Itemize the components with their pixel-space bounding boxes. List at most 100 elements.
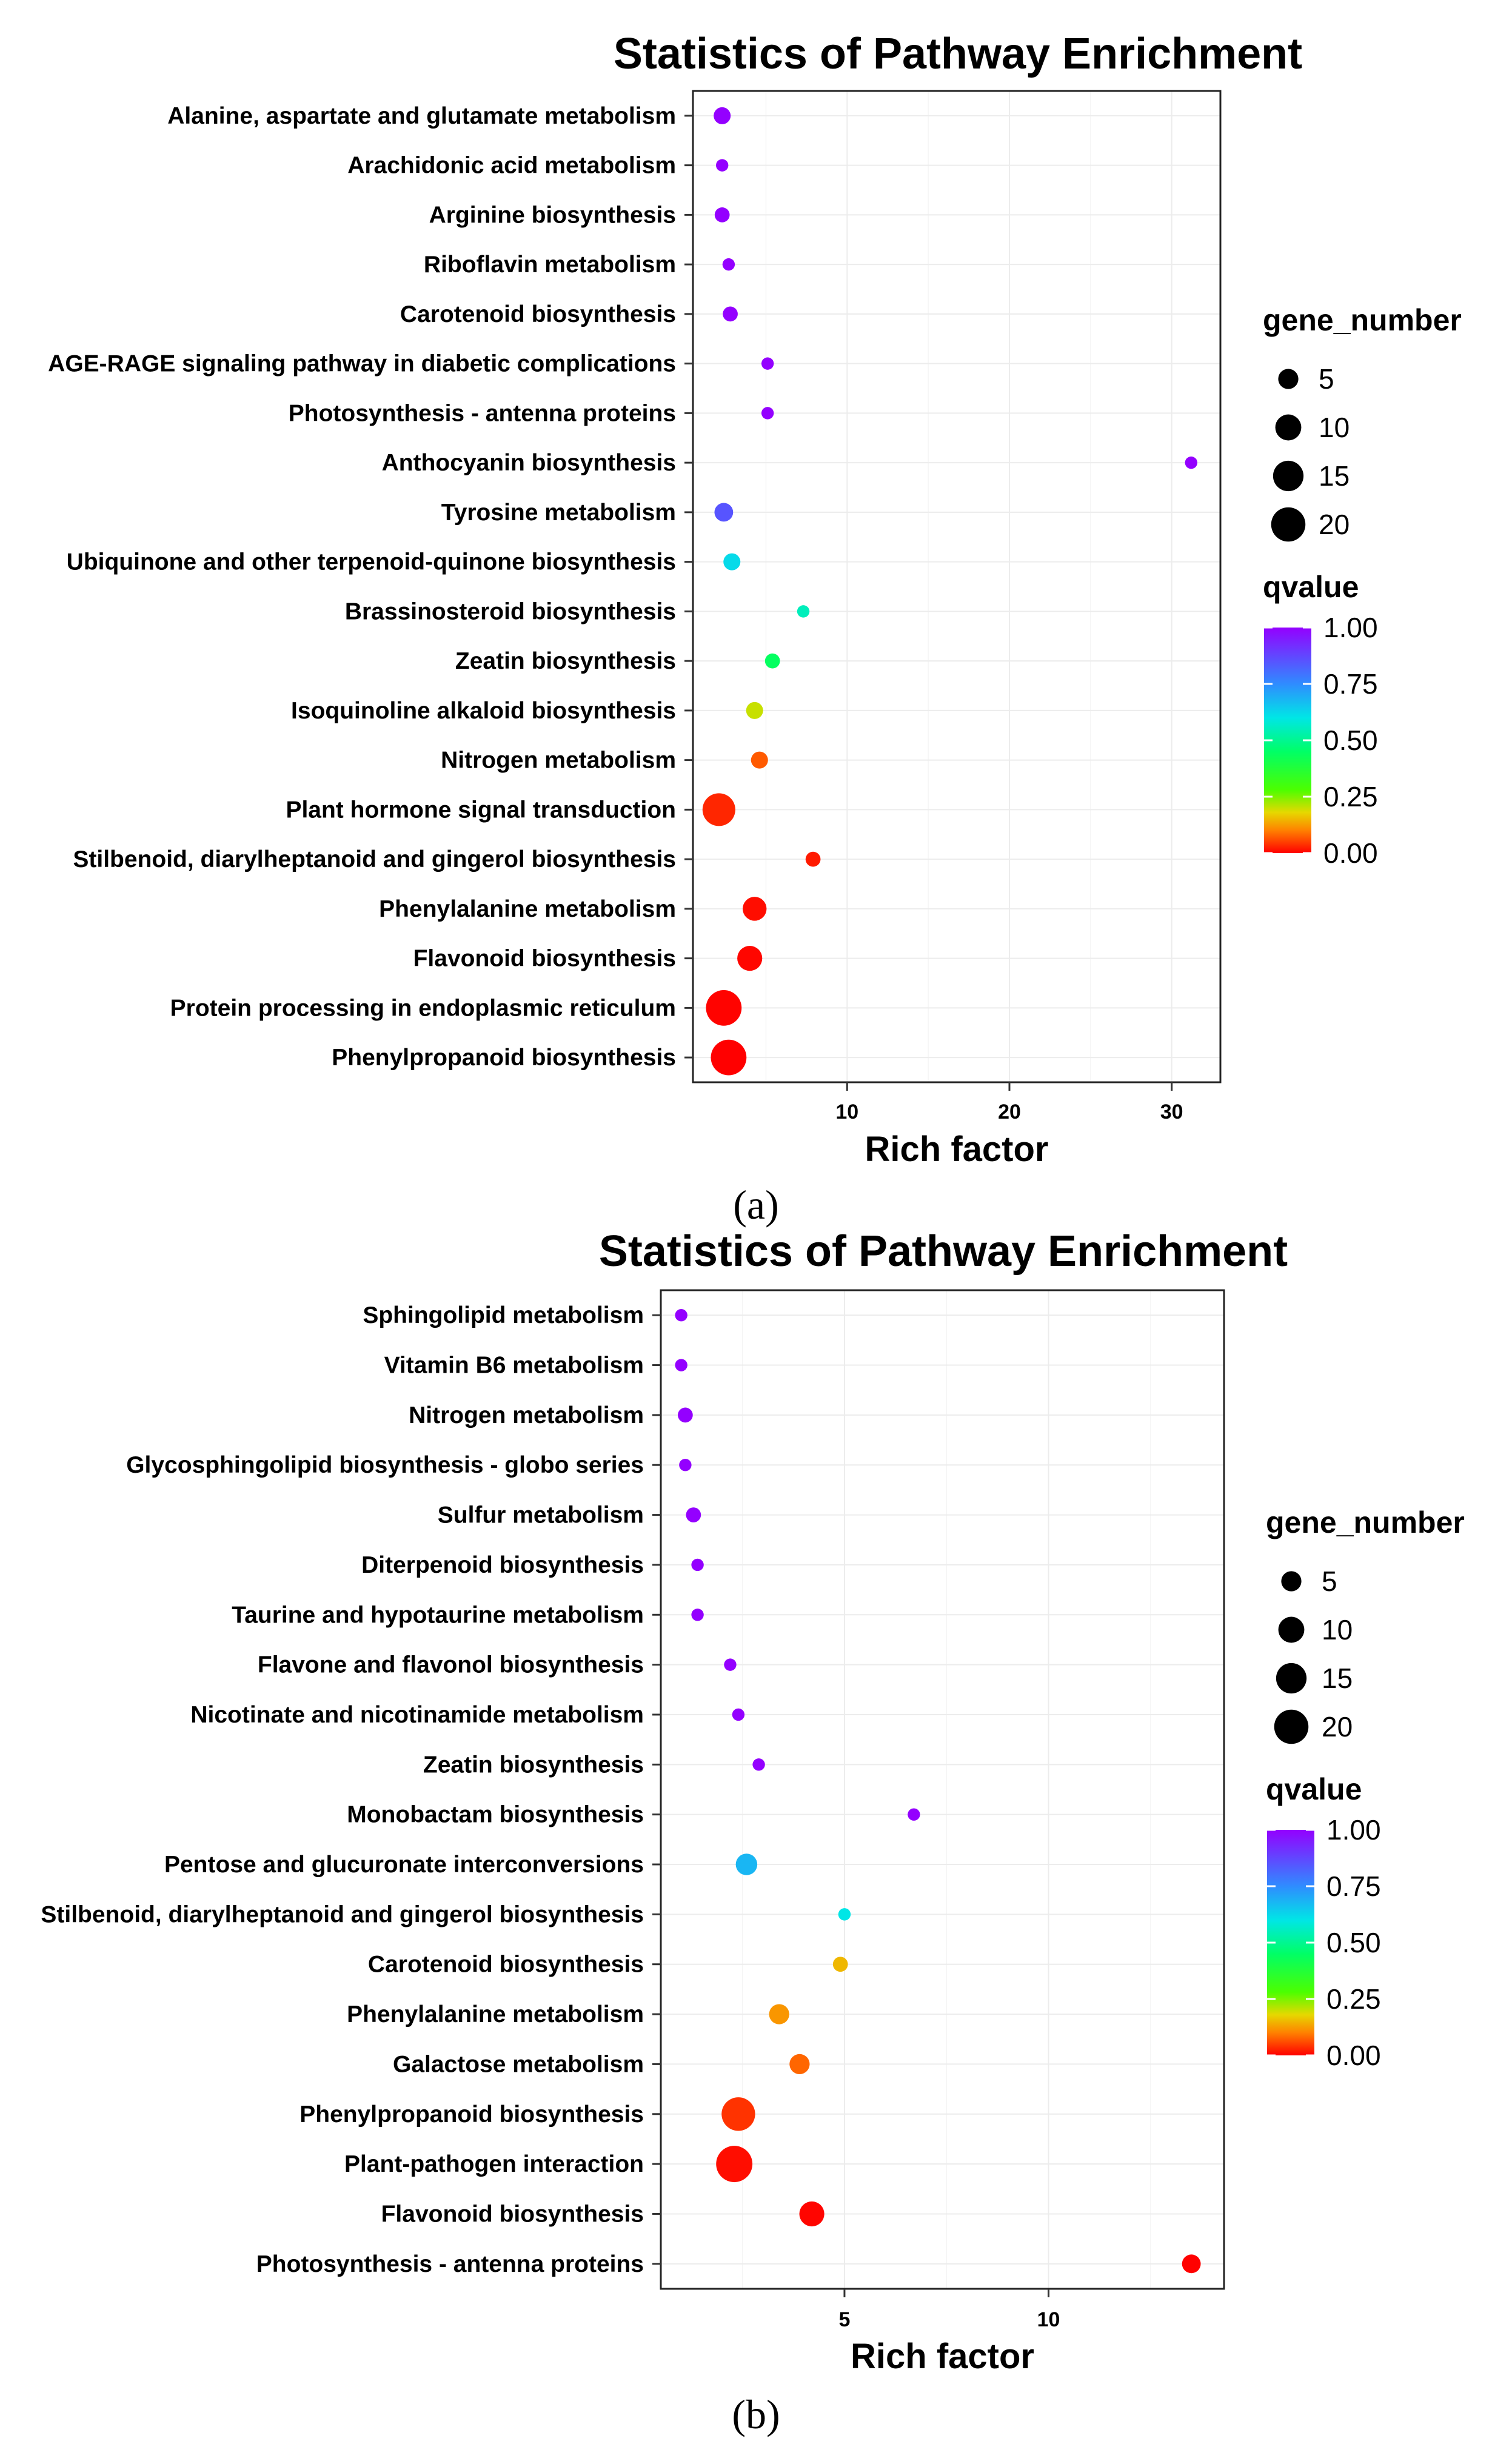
- y-tick-label: Brassinosteroid biosynthesis: [345, 598, 676, 624]
- x-tick-label: 5: [838, 2308, 850, 2331]
- colorbar-tick-label: 0.75: [1323, 668, 1378, 700]
- y-tick-label: Zeatin biosynthesis: [455, 648, 676, 674]
- colorbar-tick-label: 0.50: [1323, 725, 1378, 756]
- colorbar-tick-label: 1.00: [1326, 1814, 1381, 1846]
- data-point: [769, 2004, 789, 2024]
- y-tick-label: Sulfur metabolism: [438, 1502, 644, 1528]
- x-tick-label: 10: [1037, 2308, 1060, 2331]
- data-point: [805, 851, 821, 867]
- y-tick-label: Carotenoid biosynthesis: [368, 1952, 644, 1978]
- y-tick-label: Nicotinate and nicotinamide metabolism: [190, 1702, 644, 1728]
- colorbar-tick-label: 0.00: [1323, 837, 1378, 869]
- colorbar-tick-label: 0.50: [1326, 1927, 1381, 1958]
- data-point: [678, 1407, 693, 1423]
- data-point: [714, 107, 731, 124]
- legend-size-label: 5: [1319, 363, 1334, 395]
- data-point: [721, 2097, 755, 2131]
- y-tick-label: Nitrogen metabolism: [441, 748, 676, 774]
- y-tick-label: Vitamin B6 metabolism: [384, 1353, 644, 1379]
- data-point: [675, 1308, 687, 1322]
- data-point: [761, 407, 774, 420]
- data-point: [715, 159, 729, 172]
- y-tick-label: Arachidonic acid metabolism: [347, 153, 676, 179]
- data-point: [714, 503, 734, 522]
- x-tick-label: 20: [998, 1100, 1021, 1123]
- y-tick-label: Plant hormone signal transduction: [286, 797, 676, 823]
- data-point: [691, 1558, 704, 1572]
- legend: gene_number 5 10 15 20 qvalue 1.00 0.75 0.50 0.25…: [1266, 1505, 1465, 2071]
- y-tick-label: AGE-RAGE signaling pathway in diabetic c…: [48, 351, 676, 377]
- y-tick-label: Carotenoid biosynthesis: [400, 301, 676, 327]
- y-tick-label: Stilbenoid, diarylheptanoid and gingerol…: [41, 1901, 644, 1927]
- y-tick-label: Diterpenoid biosynthesis: [361, 1552, 644, 1578]
- legend-size-key: [1275, 414, 1302, 441]
- legend-size-key: [1274, 1709, 1309, 1744]
- plot-area: [661, 1290, 1224, 2289]
- data-point: [832, 1957, 848, 1972]
- chart-panel-a: Statistics of Pathway Enrichment Alanine,…: [48, 30, 1462, 1228]
- data-point: [746, 701, 763, 719]
- data-point: [735, 1853, 758, 1875]
- legend-size-key: [1273, 460, 1304, 492]
- y-tick-label: Flavonoid biosynthesis: [381, 2201, 644, 2227]
- chart-title: Statistics of Pathway Enrichment: [599, 1227, 1288, 1276]
- y-tick-label: Photosynthesis - antenna proteins: [289, 400, 676, 426]
- y-tick-label: Sphingolipid metabolism: [363, 1302, 644, 1328]
- data-point: [838, 1908, 851, 1921]
- legend-size-title: gene_number: [1266, 1505, 1465, 1539]
- legend-size-key: [1281, 1571, 1302, 1592]
- y-tick-label: Flavonoid biosynthesis: [413, 946, 676, 972]
- legend-size-label: 10: [1322, 1614, 1353, 1646]
- data-point: [908, 1808, 920, 1821]
- data-point: [1185, 456, 1198, 469]
- x-axis-label: Rich factor: [865, 1130, 1049, 1169]
- y-tick-label: Monobactam biosynthesis: [347, 1802, 644, 1828]
- y-tick-label: Stilbenoid, diarylheptanoid and gingerol…: [73, 846, 676, 872]
- data-point: [679, 1459, 692, 1472]
- legend: gene_number 5 10 15 20 qvalue 1.00 0.75 0.50 0.25…: [1263, 303, 1462, 869]
- y-tick-label: Galactose metabolism: [393, 2051, 644, 2077]
- data-point: [706, 989, 742, 1026]
- y-tick-label: Phenylalanine metabolism: [379, 896, 676, 922]
- data-point: [723, 306, 738, 322]
- data-point: [732, 1708, 745, 1721]
- y-tick-label: Flavone and flavonol biosynthesis: [258, 1652, 644, 1678]
- x-axis-label: Rich factor: [851, 2337, 1034, 2376]
- legend-size-key: [1278, 369, 1299, 389]
- data-point: [743, 897, 767, 921]
- y-tick-label: Pentose and glucuronate interconversions: [164, 1852, 644, 1878]
- legend-color-title: qvalue: [1263, 570, 1359, 604]
- y-tick-label: Isoquinoline alkaloid biosynthesis: [291, 698, 676, 724]
- legend-size-label: 15: [1319, 460, 1350, 492]
- plot-area: [693, 91, 1220, 1082]
- data-point: [675, 1359, 687, 1371]
- y-tick-label: Tyrosine metabolism: [441, 500, 676, 526]
- data-point: [702, 793, 735, 826]
- panel-caption: (a): [733, 1182, 778, 1228]
- plot-frame: [692, 90, 1222, 1083]
- legend-size-label: 15: [1322, 1662, 1353, 1694]
- y-tick-label: Riboflavin metabolism: [424, 252, 676, 278]
- data-point: [723, 553, 741, 571]
- chart-title: Statistics of Pathway Enrichment: [614, 30, 1302, 78]
- data-point: [737, 946, 763, 971]
- data-point: [1182, 2254, 1201, 2274]
- colorbar-tick-label: 0.75: [1326, 1870, 1381, 1902]
- legend-size-key: [1276, 1662, 1307, 1694]
- plot-frame: [660, 1289, 1225, 2290]
- data-point: [714, 207, 730, 223]
- data-point: [724, 1658, 737, 1671]
- y-tick-label: Nitrogen metabolism: [409, 1402, 644, 1428]
- x-tick-label: 30: [1160, 1100, 1183, 1123]
- legend-size-label: 20: [1319, 509, 1350, 540]
- data-point: [797, 605, 810, 618]
- y-tick-label: Plant-pathogen interaction: [344, 2151, 644, 2177]
- colorbar-tick-label: 0.25: [1323, 781, 1378, 812]
- data-point: [722, 258, 735, 271]
- data-point: [799, 2201, 825, 2227]
- y-tick-label: Anthocyanin biosynthesis: [382, 450, 676, 476]
- data-point: [761, 357, 774, 370]
- data-point: [764, 653, 780, 669]
- data-point: [686, 1507, 701, 1522]
- y-tick-label: Taurine and hypotaurine metabolism: [232, 1602, 644, 1628]
